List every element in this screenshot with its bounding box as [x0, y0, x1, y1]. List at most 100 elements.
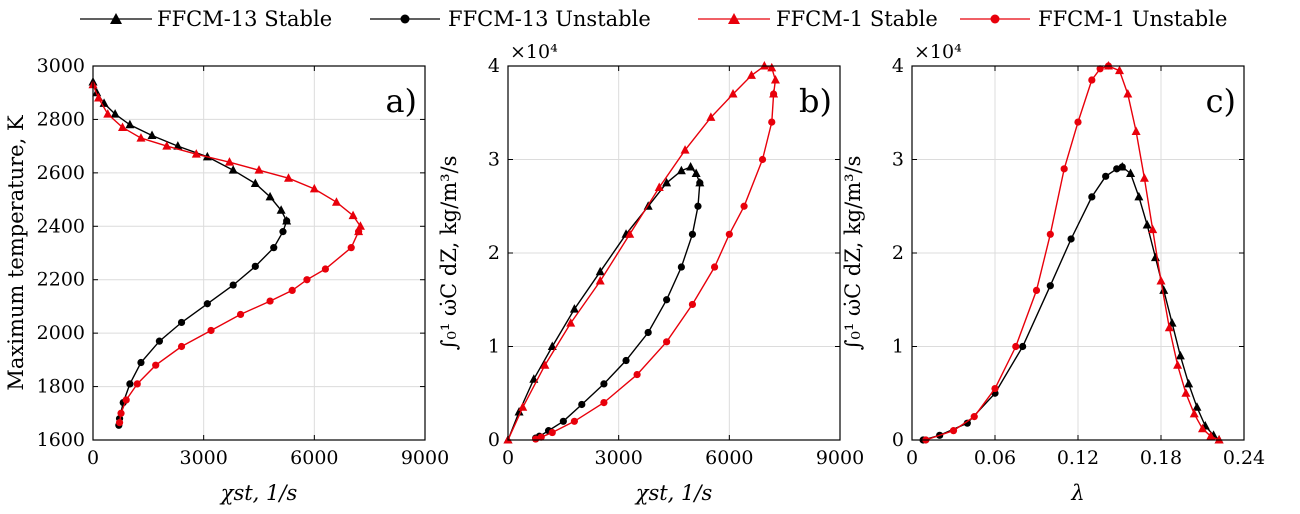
- data-point-circle: [600, 380, 608, 388]
- data-point-circle: [251, 262, 259, 270]
- data-point-circle: [532, 435, 540, 443]
- data-point-triangle: [676, 165, 686, 175]
- y-tick-label: 3: [488, 149, 500, 171]
- legend-label-ffcm13-stable: FFCM-13 Stable: [157, 7, 332, 31]
- data-point-circle: [991, 384, 999, 393]
- data-point-triangle: [1134, 191, 1144, 201]
- x-tick-label: 9000: [816, 447, 864, 469]
- data-point-circle: [137, 358, 145, 367]
- data-point-triangle: [569, 304, 579, 313]
- data-point-circle: [578, 400, 586, 409]
- data-point-triangle: [110, 109, 120, 118]
- data-point-circle: [696, 179, 704, 187]
- series-ffcm-1-unstable: [922, 62, 1113, 444]
- data-point-circle: [266, 297, 274, 305]
- data-point-triangle: [276, 205, 286, 214]
- data-point-circle: [126, 380, 134, 388]
- data-point-triangle: [691, 168, 701, 178]
- panel-label: a): [385, 82, 417, 120]
- data-point-triangle: [1126, 168, 1136, 178]
- data-point-triangle: [191, 149, 201, 158]
- legend-entry-ffcm1-stable[interactable]: FFCM-1 Stable: [698, 7, 938, 31]
- series-ffcm-13-unstable: [532, 179, 704, 442]
- series-line: [92, 81, 288, 222]
- y-tick-label: 4: [892, 55, 904, 77]
- data-point-triangle: [540, 360, 550, 369]
- panel-label: b): [799, 82, 832, 120]
- x-tick-label: 0: [502, 447, 514, 469]
- data-point-triangle: [1131, 126, 1141, 135]
- data-point-circle: [1046, 230, 1054, 238]
- y-tick-label: 1: [488, 336, 500, 358]
- data-point-triangle: [1181, 388, 1191, 397]
- data-point-triangle: [1214, 435, 1224, 444]
- x-axis-label: χst, 1/s: [634, 481, 713, 505]
- data-point-circle: [570, 417, 579, 425]
- data-point-triangle: [1142, 219, 1152, 229]
- data-point-circle: [288, 286, 296, 294]
- data-point-circle: [770, 90, 778, 98]
- series-line: [922, 166, 1123, 441]
- data-point-triangle: [1115, 65, 1124, 75]
- x-tick-label: 3000: [594, 447, 642, 469]
- data-point-circle: [768, 118, 776, 126]
- data-point-circle: [1060, 165, 1068, 173]
- data-point-triangle: [547, 341, 557, 350]
- y-tick-label: 3: [892, 149, 904, 171]
- y-tick-label: 2: [892, 242, 904, 264]
- data-point-triangle: [662, 177, 672, 187]
- series-ffcm-1-stable: [1103, 61, 1224, 444]
- data-point-circle: [270, 244, 278, 252]
- legend-entry-ffcm13-stable[interactable]: FFCM-13 Stable: [80, 7, 332, 31]
- x-tick-label: 9000: [401, 447, 449, 469]
- data-point-circle: [152, 361, 160, 369]
- data-point-circle: [740, 202, 748, 210]
- data-point-triangle: [348, 210, 358, 220]
- data-point-circle: [559, 417, 567, 425]
- data-point-circle: [236, 310, 245, 319]
- data-point-circle: [207, 326, 215, 335]
- data-point-circle: [1019, 342, 1027, 351]
- x-tick-label: 6000: [290, 447, 338, 469]
- data-point-circle: [949, 427, 958, 435]
- x-tick-label: 6000: [705, 447, 753, 469]
- data-point-circle: [963, 419, 971, 427]
- data-point-triangle: [284, 173, 294, 182]
- data-point-circle: [537, 433, 545, 441]
- data-point-circle: [177, 318, 186, 327]
- y-exponent-label: ×10⁴: [914, 41, 962, 63]
- data-point-triangle: [1139, 173, 1149, 182]
- data-point-triangle: [654, 182, 664, 192]
- data-point-circle: [600, 399, 608, 407]
- data-point-triangle: [250, 178, 260, 188]
- data-point-triangle: [514, 406, 524, 416]
- data-point-triangle: [1189, 408, 1199, 418]
- data-point-circle: [355, 228, 363, 236]
- data-point-circle: [548, 428, 556, 437]
- data-point-triangle: [173, 141, 183, 150]
- data-point-circle: [677, 263, 685, 271]
- data-point-circle: [1113, 165, 1121, 173]
- legend-entry-ffcm1-unstable[interactable]: FFCM-1 Unstable: [960, 7, 1227, 31]
- data-point-triangle: [518, 402, 528, 411]
- data-point-triangle: [309, 183, 319, 193]
- data-point-triangle: [1175, 350, 1185, 360]
- data-point-triangle: [202, 151, 212, 161]
- y-axis-label: ∫₀¹ ω̇C dZ, kg/m³/s: [437, 156, 461, 351]
- data-point-triangle: [265, 191, 275, 201]
- data-point-circle: [1012, 342, 1020, 351]
- data-point-circle: [1096, 65, 1104, 73]
- legend-entry-ffcm13-unstable[interactable]: FFCM-13 Unstable: [370, 7, 651, 31]
- data-point-triangle: [595, 276, 605, 285]
- data-point-triangle: [1148, 224, 1158, 234]
- data-point-circle: [303, 276, 311, 284]
- y-tick-label: 2400: [37, 215, 85, 237]
- data-point-triangle: [224, 157, 234, 166]
- data-point-circle: [117, 409, 125, 417]
- panel-label: c): [1206, 82, 1236, 120]
- data-point-circle: [279, 228, 287, 236]
- data-point-triangle: [125, 119, 135, 129]
- series-line: [118, 231, 360, 423]
- series-line: [1121, 166, 1220, 441]
